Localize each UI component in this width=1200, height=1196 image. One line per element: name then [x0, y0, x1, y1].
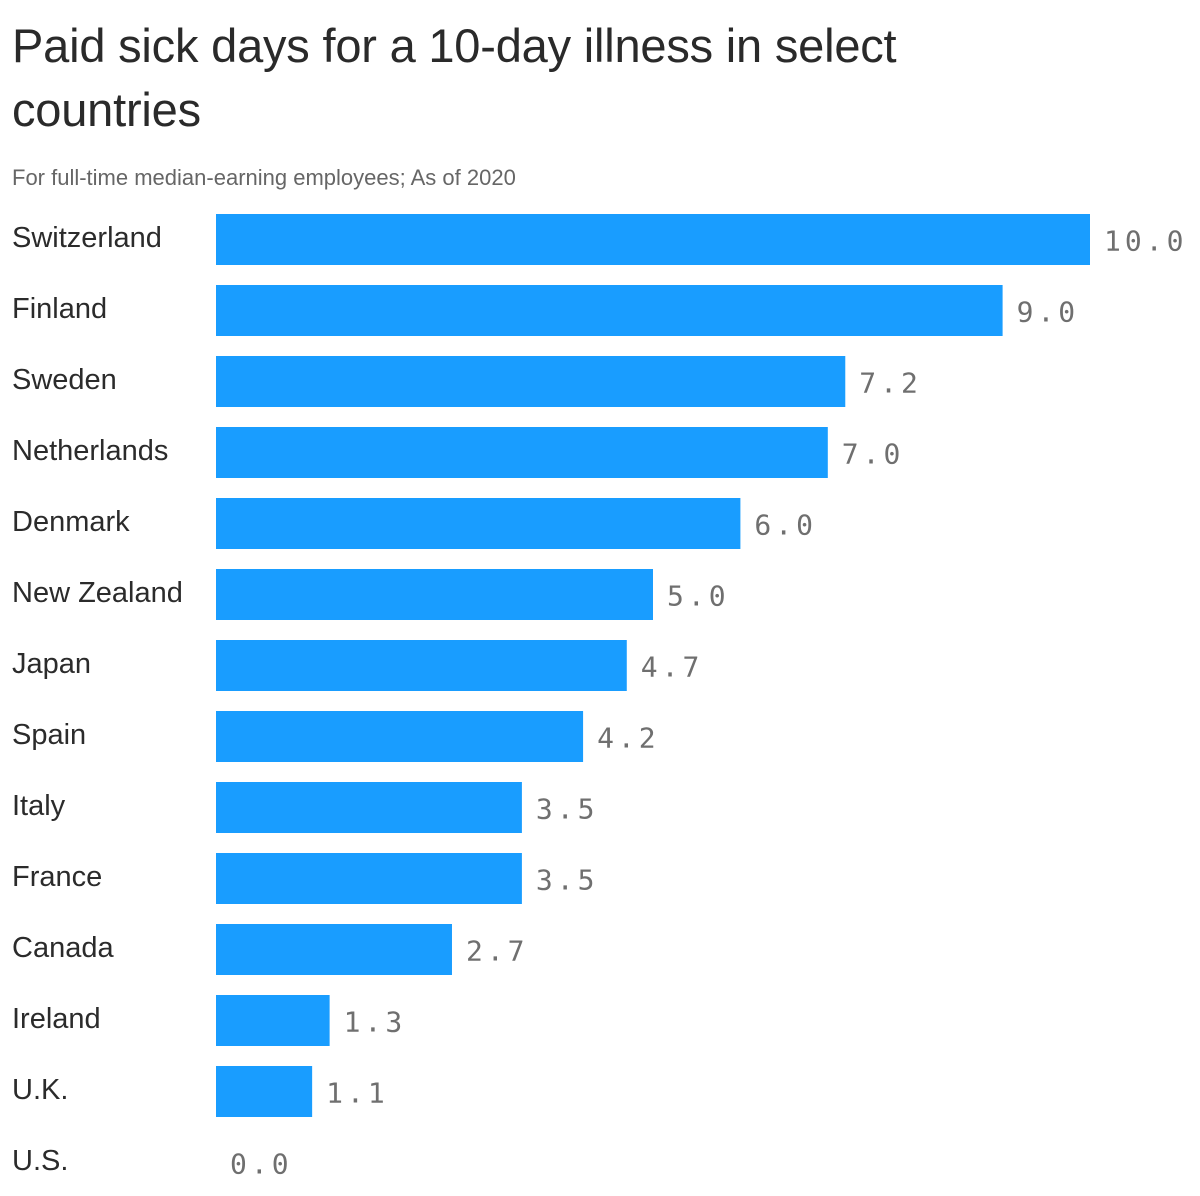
bar — [216, 427, 828, 478]
bar — [216, 285, 1003, 336]
value-label: 1.3 — [344, 1006, 407, 1039]
category-label: Sweden — [12, 364, 117, 396]
category-label: U.K. — [12, 1074, 68, 1106]
value-label: 1.1 — [326, 1077, 389, 1110]
category-label: Canada — [12, 932, 114, 964]
category-label: Italy — [12, 790, 66, 822]
category-label: U.S. — [12, 1145, 68, 1177]
bar — [216, 569, 653, 620]
bar — [216, 711, 584, 762]
category-label: Denmark — [12, 506, 130, 538]
value-label: 3.5 — [536, 864, 599, 897]
category-label: France — [12, 861, 102, 893]
bar — [216, 498, 741, 549]
bar — [216, 782, 522, 833]
value-label: 4.2 — [597, 722, 660, 755]
bar — [216, 214, 1090, 265]
bar — [216, 640, 627, 691]
chart-subtitle: For full-time median-earning employees; … — [12, 165, 516, 190]
category-label: Finland — [12, 293, 107, 325]
bar — [216, 995, 330, 1046]
value-label: 10.0 — [1104, 225, 1187, 258]
value-label: 9.0 — [1017, 296, 1080, 329]
bar — [216, 924, 452, 975]
category-label: Ireland — [12, 1003, 101, 1035]
value-label: 5.0 — [667, 580, 730, 613]
chart-title: Paid sick days for a 10-day illness in s… — [12, 19, 897, 136]
category-label: Switzerland — [12, 222, 162, 254]
category-label: New Zealand — [12, 577, 183, 609]
value-label: 7.2 — [859, 367, 922, 400]
value-label: 0.0 — [230, 1148, 293, 1181]
value-label: 3.5 — [536, 793, 599, 826]
value-label: 2.7 — [466, 935, 529, 968]
bar — [216, 356, 846, 407]
value-label: 7.0 — [842, 438, 905, 471]
value-label: 4.7 — [641, 651, 704, 684]
category-label: Japan — [12, 648, 91, 680]
bar — [216, 853, 522, 904]
category-label: Netherlands — [12, 435, 168, 467]
category-label: Spain — [12, 719, 86, 751]
bar — [216, 1066, 313, 1117]
value-label: 6.0 — [754, 509, 817, 542]
